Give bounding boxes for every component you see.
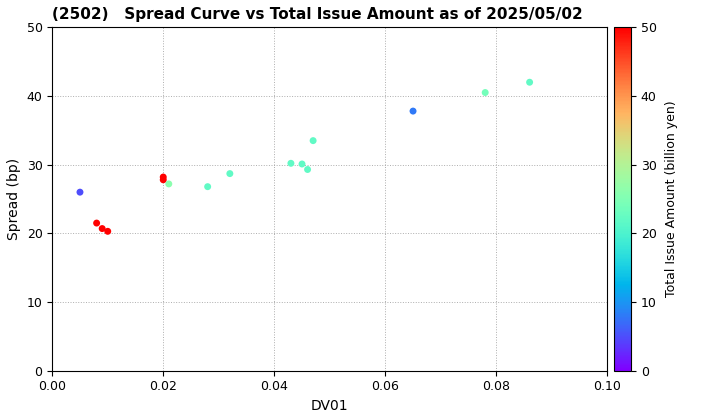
Point	[224, 170, 235, 177]
Point	[480, 89, 491, 96]
Point	[408, 108, 419, 115]
Point	[307, 137, 319, 144]
Point	[158, 176, 169, 183]
Point	[96, 225, 108, 232]
Point	[202, 183, 213, 190]
Point	[296, 160, 307, 167]
Point	[74, 189, 86, 196]
Point	[91, 220, 102, 226]
Point	[158, 174, 169, 181]
Point	[163, 181, 174, 187]
Point	[285, 160, 297, 167]
Point	[102, 228, 114, 235]
Point	[524, 79, 536, 86]
Y-axis label: Total Issue Amount (billion yen): Total Issue Amount (billion yen)	[665, 101, 678, 297]
Y-axis label: Spread (bp): Spread (bp)	[7, 158, 21, 240]
Text: (2502)   Spread Curve vs Total Issue Amount as of 2025/05/02: (2502) Spread Curve vs Total Issue Amoun…	[53, 7, 583, 22]
X-axis label: DV01: DV01	[311, 399, 348, 413]
Point	[302, 166, 313, 173]
